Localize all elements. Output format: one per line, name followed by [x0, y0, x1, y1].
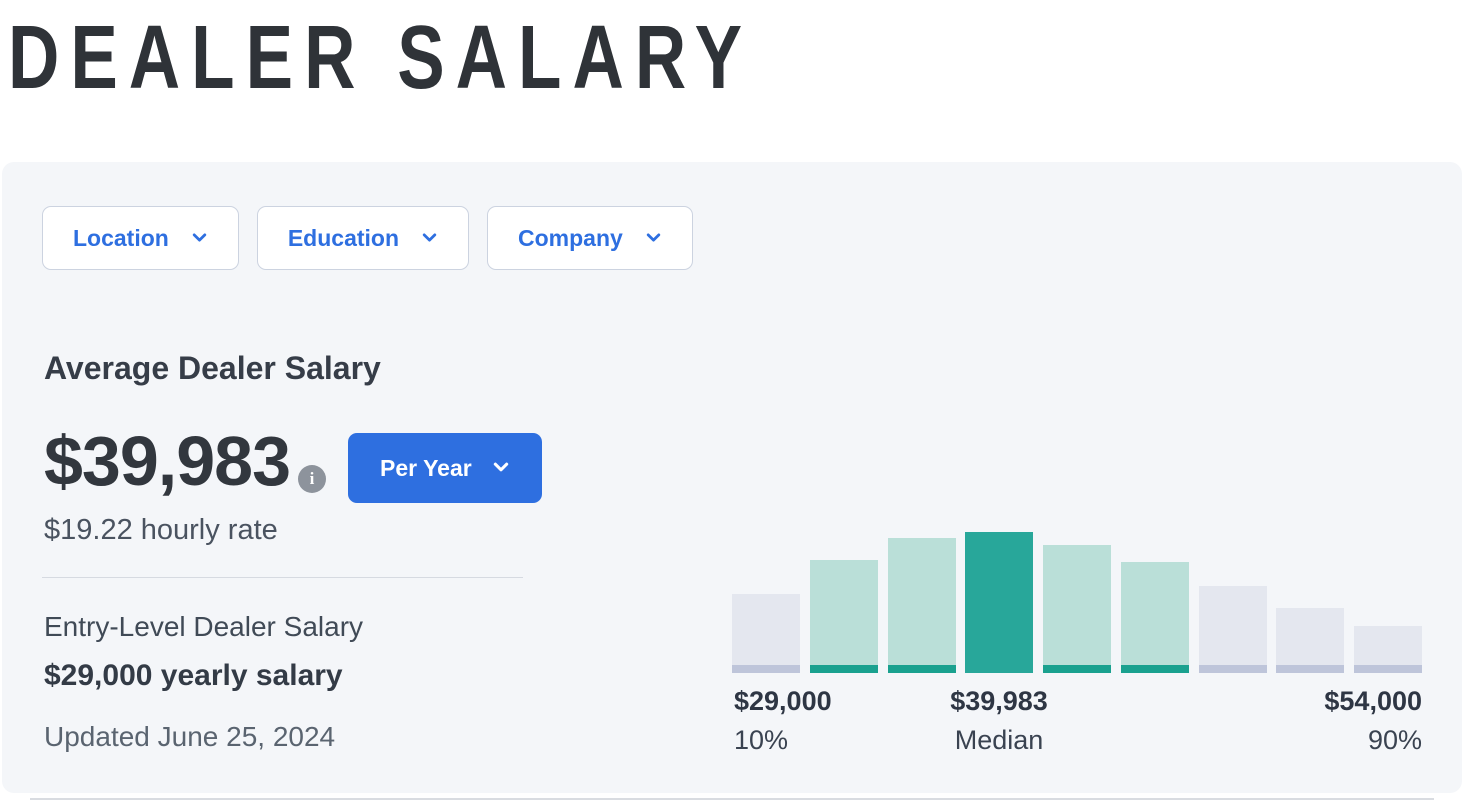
- distribution-bar-base: [965, 665, 1034, 673]
- average-salary-row: $39,983 i Per Year: [44, 418, 542, 504]
- marker-median-value: $39,983: [950, 686, 1048, 716]
- average-salary-heading: Average Dealer Salary: [44, 350, 381, 386]
- chevron-down-icon: [492, 455, 510, 482]
- distribution-bar-base: [1043, 665, 1111, 673]
- section-divider: [42, 577, 523, 578]
- distribution-bar: [1276, 608, 1345, 673]
- distribution-bar-base: [1354, 665, 1422, 673]
- salary-card: Location Education Company Average Deale…: [2, 162, 1462, 793]
- distribution-bar: [732, 594, 800, 673]
- distribution-bar-base: [1198, 665, 1267, 673]
- filter-location-button[interactable]: Location: [42, 206, 239, 270]
- updated-date: Updated June 25, 2024: [44, 721, 336, 752]
- filter-company-button[interactable]: Company: [487, 206, 693, 270]
- marker-p90: $54,000 90%: [1324, 684, 1422, 757]
- distribution-bar: [1043, 545, 1111, 673]
- distribution-bar-base: [732, 665, 800, 673]
- distribution-bar-base: [887, 665, 956, 673]
- period-dropdown[interactable]: Per Year: [348, 433, 542, 503]
- distribution-bar: [1198, 586, 1267, 673]
- marker-p10-label: 10%: [734, 725, 789, 755]
- page-title: DEALER SALARY: [8, 8, 754, 108]
- filter-bar: Location Education Company: [42, 206, 693, 270]
- distribution-bar-base: [1120, 665, 1189, 673]
- marker-p90-value: $54,000: [1324, 686, 1422, 716]
- distribution-bar-base: [809, 665, 878, 673]
- distribution-bar: [1354, 626, 1422, 673]
- filter-location-label: Location: [73, 224, 169, 251]
- marker-median-label: Median: [954, 725, 1044, 755]
- distribution-bar: [809, 560, 878, 673]
- distribution-bar-base: [1276, 665, 1345, 673]
- filter-education-label: Education: [287, 224, 400, 251]
- average-salary-amount: $39,983: [44, 422, 291, 500]
- entry-level-amount: $29,000 yearly salary: [44, 659, 343, 692]
- filter-education-button[interactable]: Education: [256, 206, 470, 270]
- chart-markers: $29,000 10% $39,983 Median $54,000 90%: [732, 684, 1422, 760]
- hourly-rate-text: $19.22 hourly rate: [44, 514, 278, 546]
- marker-median: $39,983 Median: [950, 684, 1048, 757]
- distribution-bar: [1120, 562, 1189, 673]
- chevron-down-icon: [421, 225, 438, 252]
- distribution-bar: [965, 532, 1034, 673]
- filter-company-label: Company: [518, 224, 623, 251]
- info-icon[interactable]: i: [298, 465, 327, 493]
- entry-level-label: Entry-Level Dealer Salary: [44, 611, 364, 642]
- distribution-bar: [887, 538, 956, 673]
- salary-distribution-chart: [732, 528, 1422, 673]
- period-dropdown-label: Per Year: [380, 454, 472, 481]
- chevron-down-icon: [191, 225, 208, 252]
- chevron-down-icon: [645, 225, 662, 252]
- marker-p10: $29,000 10%: [734, 684, 832, 757]
- marker-p90-label: 90%: [1367, 725, 1422, 755]
- marker-p10-value: $29,000: [734, 686, 832, 716]
- bottom-divider: [30, 798, 1434, 800]
